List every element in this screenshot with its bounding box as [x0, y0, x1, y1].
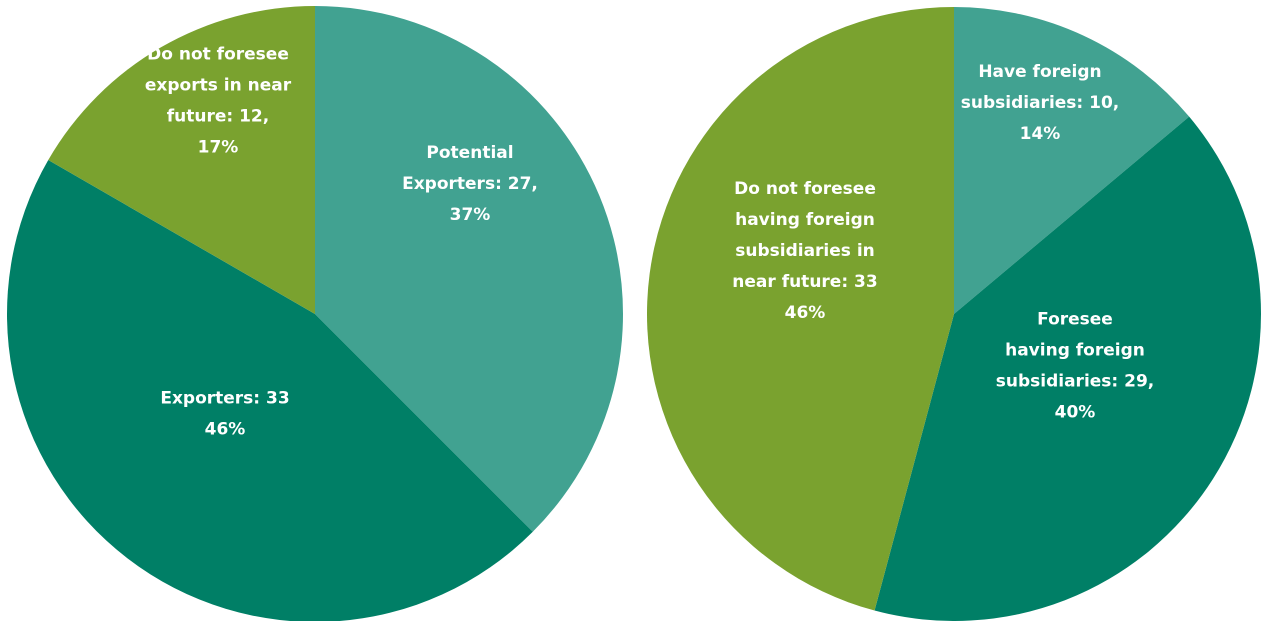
pie-1-slice-1-label: Potential Exporters: 27, 37% — [402, 143, 538, 225]
slice-label-line: future: 12, — [167, 107, 269, 127]
pie-2-slice-1 — [954, 7, 1190, 314]
pie-chart-1: Potential Exporters: 27, 37% Exporters: 33 4… — [7, 6, 624, 621]
pie-1-slice-3-label: Do not foresee exports in near future: 12,… — [145, 45, 292, 158]
slice-label-line: 40% — [1055, 403, 1096, 423]
pie-2-slice-1-label: Have foreign subsidiaries: 10, 14% — [961, 62, 1120, 144]
slice-label-line: 46% — [205, 420, 246, 440]
slice-label-line: 14% — [1020, 124, 1061, 144]
slice-label-line: subsidiaries: 29, — [996, 372, 1155, 392]
slice-label-line: subsidiaries in — [735, 241, 875, 261]
slice-label-line: exports in near — [145, 76, 292, 96]
slice-label-line: 17% — [198, 138, 239, 158]
slice-label-line: Exporters: 27, — [402, 174, 538, 194]
slice-label-line: having foreign — [1005, 341, 1145, 361]
pie-2-slice-2 — [874, 116, 1261, 621]
slice-label-line: Do not foresee — [147, 45, 289, 65]
slice-label-line: 46% — [785, 303, 826, 323]
pie-1-slice-3 — [48, 6, 316, 314]
slice-label-line: Foresee — [1037, 310, 1113, 330]
pie-2-slice-2-label: Foresee having foreign subsidiaries: 29, 40… — [996, 310, 1155, 423]
slice-label-line: Have foreign — [978, 62, 1101, 82]
slice-label-line: having foreign — [735, 210, 875, 230]
pie-1-slice-2 — [7, 160, 533, 621]
slice-label-line: Do not foresee — [734, 179, 876, 199]
pie-2-slice-3-label: Do not foresee having foreign subsidiaries… — [732, 179, 877, 323]
slice-label-line: Potential — [426, 143, 513, 163]
slice-label-line: 37% — [450, 205, 491, 225]
pie-chart-2: Have foreign subsidiaries: 10, 14% Foresee h… — [647, 7, 1261, 621]
pie-1-slice-1 — [315, 6, 624, 532]
slice-label-line: near future: 33 — [732, 272, 877, 292]
slice-label-line: Exporters: 33 — [160, 389, 289, 409]
pie-1-slice-2-label: Exporters: 33 46% — [160, 389, 289, 440]
pie-2-slice-3 — [647, 7, 954, 611]
slice-label-line: subsidiaries: 10, — [961, 93, 1120, 113]
